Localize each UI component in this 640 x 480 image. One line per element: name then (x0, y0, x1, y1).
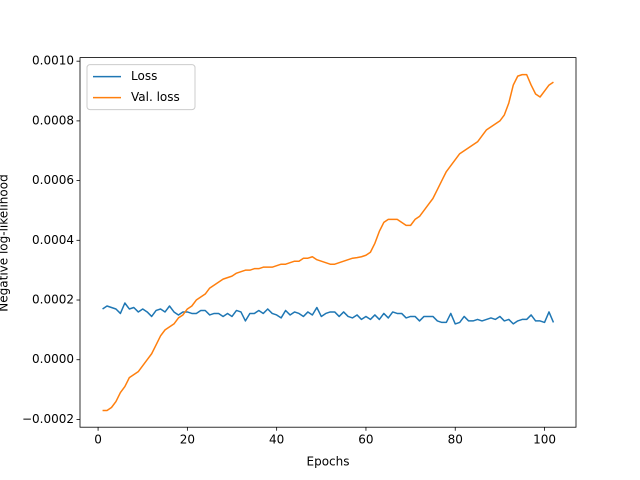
legend-label: Loss (131, 69, 157, 83)
plot-frame (79, 57, 577, 428)
y-tick-label: 0.0010 (32, 54, 74, 68)
y-tick-label: −0.0002 (22, 412, 74, 426)
y-tick-label: 0.0008 (32, 113, 74, 127)
x-tick-label: 40 (269, 433, 284, 447)
x-tick-label: 80 (448, 433, 463, 447)
x-axis-label: Epochs (307, 455, 350, 469)
x-tick-label: 0 (94, 433, 102, 447)
x-tick-label: 100 (533, 433, 556, 447)
line-series (102, 302, 555, 325)
x-tick-label: 20 (180, 433, 195, 447)
y-axis-label: Negative log-likelihood (0, 174, 11, 311)
y-tick-label: 0.0000 (32, 352, 74, 366)
line-series (102, 73, 554, 412)
y-tick-label: 0.0002 (32, 293, 74, 307)
y-tick-label: 0.0004 (32, 233, 74, 247)
legend-label: Val. loss (131, 90, 180, 104)
y-tick-label: 0.0006 (32, 173, 74, 187)
x-tick-label: 60 (358, 433, 373, 447)
